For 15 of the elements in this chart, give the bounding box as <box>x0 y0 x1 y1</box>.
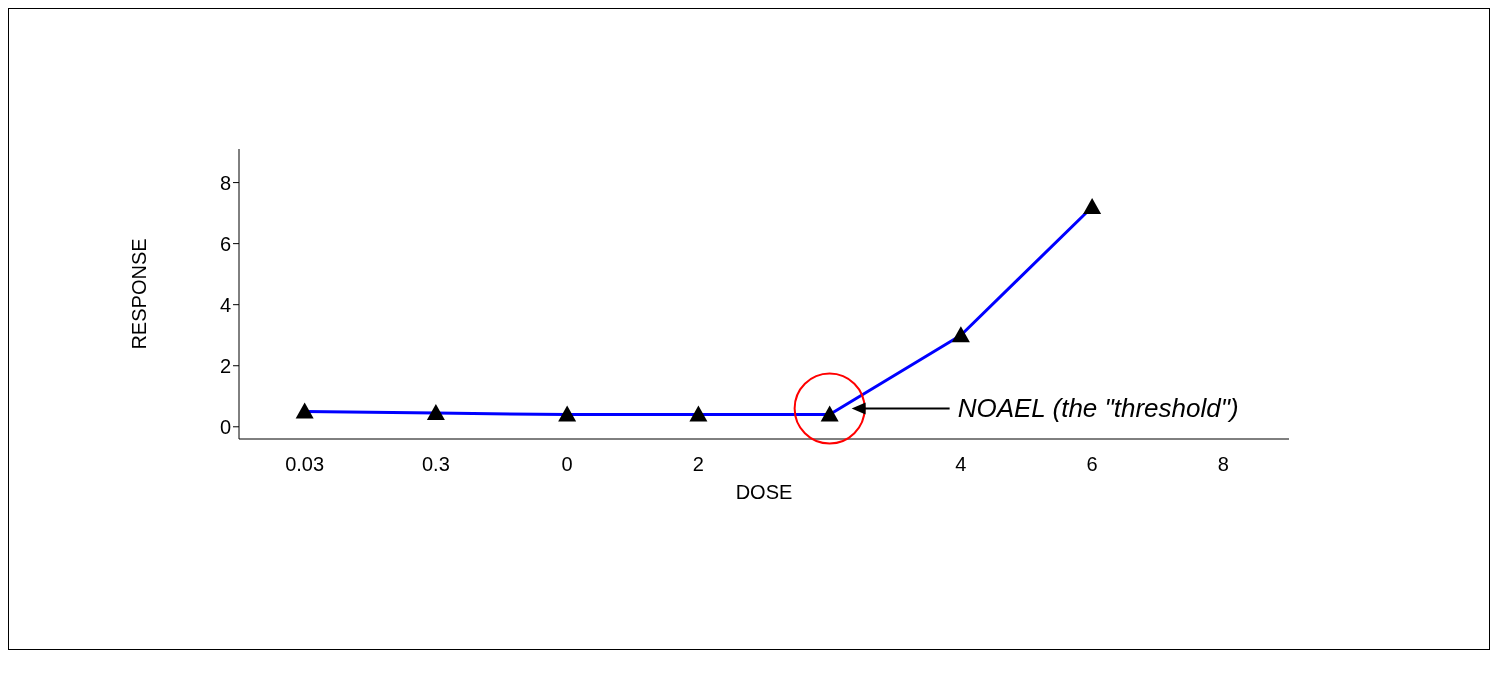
y-tick-label: 0 <box>219 415 231 438</box>
x-tick-label: 4 <box>955 453 967 476</box>
x-tick-label: 0.03 <box>285 453 325 476</box>
y-tick-label: 4 <box>219 293 231 316</box>
annotation: NOAEL (the "threshold") <box>957 392 1239 423</box>
x-tick-label: 0 <box>561 453 573 476</box>
x-tick-label: 6 <box>1086 453 1098 476</box>
y-tick-label: 6 <box>219 232 231 255</box>
y-tick-label: 2 <box>219 354 231 377</box>
x-tick-label: 2 <box>692 453 704 476</box>
x-axis-title: DOSE <box>735 481 793 503</box>
x-tick-label: 0.3 <box>421 453 450 476</box>
y-axis-title: RESPONSE <box>128 238 151 350</box>
x-tick-label: 8 <box>1217 453 1229 476</box>
y-tick-label: 8 <box>219 171 231 194</box>
